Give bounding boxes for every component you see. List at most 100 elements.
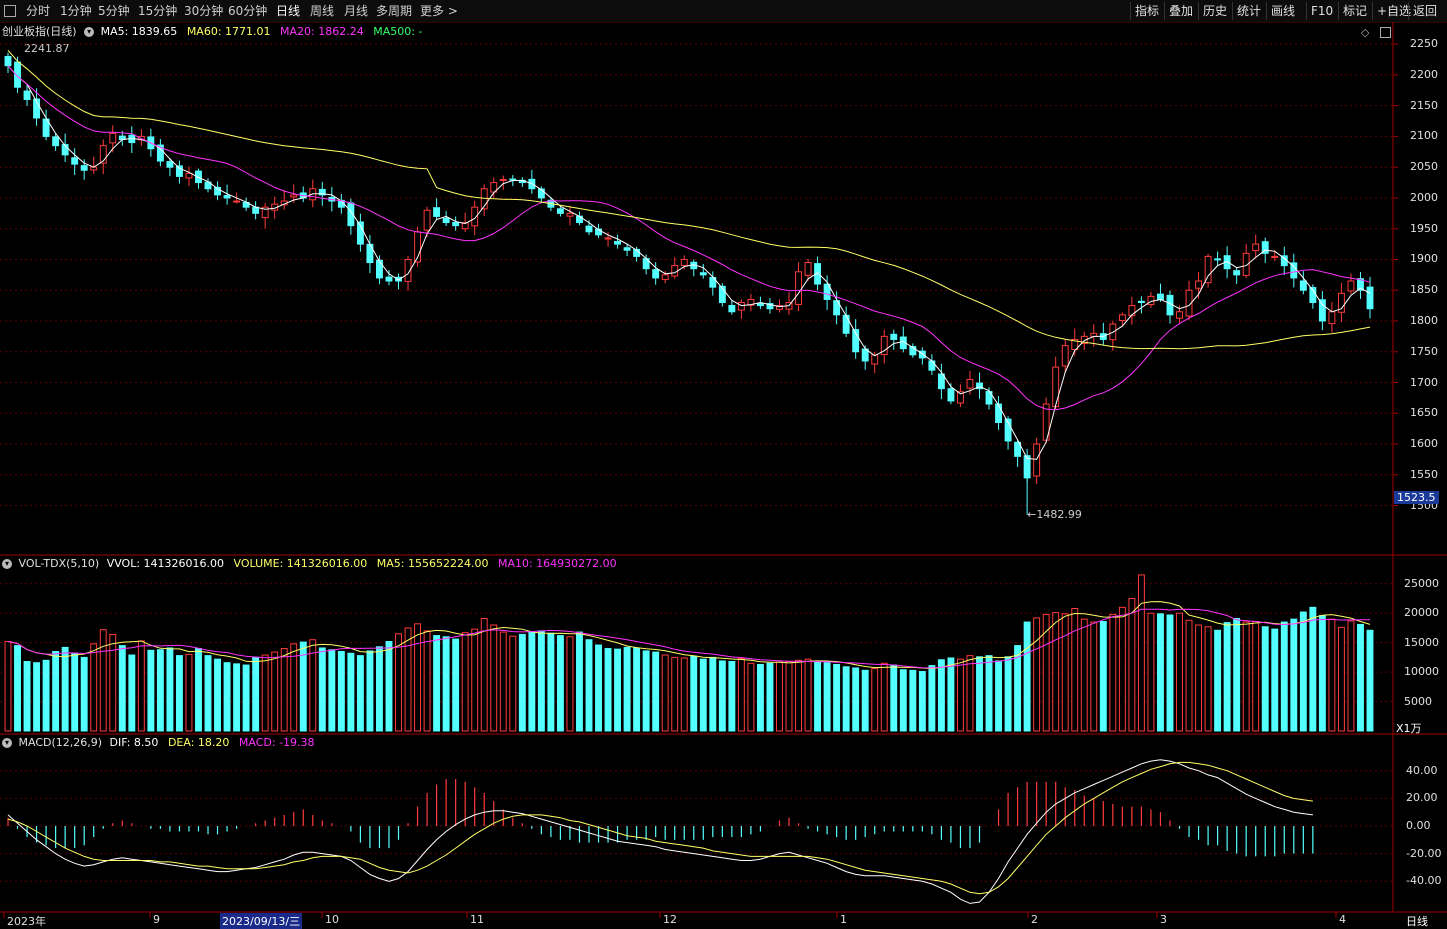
price-tick-label: 1750 — [1410, 344, 1438, 358]
macd-tick-label: 20.00 — [1406, 791, 1438, 805]
volume-bar — [642, 650, 650, 732]
candle-up — [1185, 289, 1193, 317]
cursor-date-label: 2023/09/13/三 — [220, 913, 303, 929]
candle-down — [1299, 280, 1307, 291]
date-label: 11 — [470, 913, 484, 926]
tool-button-3[interactable]: 统计 — [1232, 2, 1265, 20]
volume-bar — [890, 664, 898, 732]
volume-bar — [633, 647, 641, 732]
tool-button-4[interactable]: 画线 — [1266, 2, 1299, 20]
volume-bar — [995, 660, 1002, 732]
volume-bar — [337, 651, 345, 732]
candle-down — [1357, 278, 1364, 291]
volume-title: VOL-TDX(5,10) — [18, 557, 100, 570]
period-tab-9[interactable]: 多周期 — [376, 4, 413, 18]
volume-bar — [1252, 620, 1260, 732]
dif-line — [7, 759, 1313, 904]
macd-title: MACD(12,26,9) — [18, 736, 103, 749]
period-tab-8[interactable]: 月线 — [344, 4, 369, 18]
tool-button-6[interactable]: 标记 — [1338, 2, 1371, 20]
volume-bar — [1137, 574, 1145, 732]
tool-button-5[interactable]: F10 — [1306, 2, 1337, 20]
volume-bar — [376, 646, 383, 732]
candle-down — [814, 263, 822, 285]
tool-button-0[interactable]: 指标 — [1130, 2, 1163, 20]
candle-up — [1252, 243, 1260, 252]
candle-up — [1080, 335, 1088, 344]
candle-up — [423, 209, 431, 231]
period-tab-0[interactable]: 分时 — [26, 4, 51, 18]
candle-down — [42, 118, 50, 137]
volume-bar — [585, 639, 593, 732]
period-tab-2[interactable]: 5分钟 — [98, 4, 130, 18]
volume-toggle-icon[interactable]: ▾ — [2, 559, 12, 569]
volume-tick-label: 10000 — [1404, 665, 1439, 679]
period-tab-6[interactable]: 日线 — [276, 4, 301, 18]
diamond-icon[interactable]: ◇ — [1361, 26, 1370, 39]
panel-menu-icon[interactable] — [1380, 27, 1391, 38]
candle-up — [795, 271, 802, 305]
volume-bar — [433, 635, 441, 732]
volume-bar — [71, 652, 79, 732]
period-label: 日线 — [1406, 915, 1428, 928]
period-tab-4[interactable]: 30分钟 — [184, 4, 224, 18]
volume-bar — [128, 654, 136, 732]
period-tab-7[interactable]: 周线 — [310, 4, 335, 18]
tool-button-2[interactable]: 历史 — [1198, 2, 1231, 20]
tool-button-1[interactable]: 叠加 — [1164, 2, 1197, 20]
period-tab-3[interactable]: 15分钟 — [138, 4, 178, 18]
candle-up — [871, 354, 879, 365]
volume-bar — [795, 659, 802, 732]
volume-bar — [166, 647, 174, 732]
candle-up — [880, 335, 888, 356]
volume-bar — [1023, 621, 1031, 732]
volume-bar — [318, 647, 326, 732]
candle-down — [937, 373, 945, 390]
candle-down — [623, 247, 631, 251]
volume-ma10-line — [7, 608, 1371, 669]
volume-bar — [99, 629, 107, 732]
tool-button-7[interactable]: +自选 — [1372, 2, 1415, 20]
macd-value: MACD: -19.38 — [238, 736, 315, 749]
macd-toggle-icon[interactable]: ▾ — [2, 738, 12, 748]
price-tick-label: 1850 — [1410, 283, 1438, 297]
volume-bar — [471, 628, 479, 732]
volume-bar — [80, 656, 88, 732]
candle-down — [918, 350, 926, 359]
ma60-line — [7, 49, 1371, 350]
period-tab-10[interactable]: 更多 > — [420, 4, 458, 18]
candle-down — [395, 276, 402, 282]
tool-button-8[interactable]: 返回 — [1408, 2, 1441, 20]
candle-up — [1118, 314, 1126, 321]
volume-bar — [747, 662, 755, 732]
candle-down — [1261, 241, 1269, 254]
ma20-line — [7, 65, 1371, 411]
volume-bar — [1290, 618, 1298, 732]
candle-down — [756, 302, 764, 307]
period-tab-5[interactable]: 60分钟 — [228, 4, 268, 18]
volume-bar — [1271, 628, 1279, 732]
price-tick-label: 1800 — [1410, 313, 1438, 327]
toggle-circle-icon[interactable]: ▾ — [84, 27, 95, 37]
volume-bar — [385, 640, 393, 732]
candle-down — [14, 61, 21, 88]
candle-down — [976, 382, 983, 390]
volume-bar — [1204, 626, 1212, 732]
candle-down — [214, 186, 221, 196]
vvol-value: VVOL: 141326016.00 — [106, 557, 225, 570]
volume-bar — [1090, 621, 1098, 732]
candle-down — [576, 215, 583, 224]
date-label: 2023年 — [7, 915, 46, 928]
ma5-value: MA5: 1839.65 — [100, 25, 178, 38]
volume-bar — [214, 658, 221, 732]
volume-bar — [1033, 617, 1041, 732]
candle-up — [1033, 443, 1041, 477]
volume-bar — [937, 659, 945, 732]
volume-bar — [223, 662, 231, 732]
volume-bar — [537, 630, 545, 732]
period-tab-1[interactable]: 1分钟 — [60, 4, 92, 18]
candle-up — [499, 178, 507, 181]
window-icon[interactable] — [4, 5, 16, 17]
volume-bar — [861, 669, 869, 732]
